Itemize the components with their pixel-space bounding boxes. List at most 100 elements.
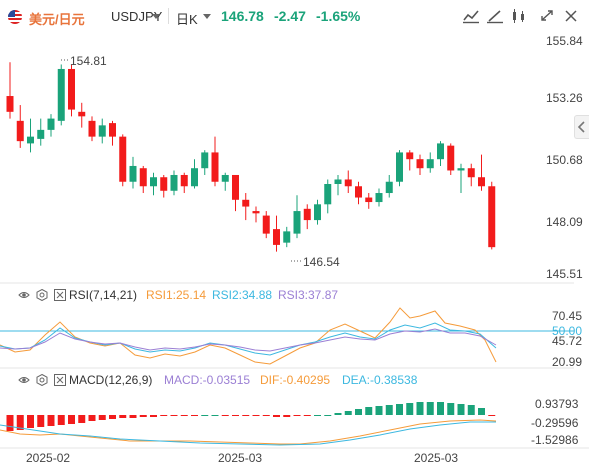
- period-selector[interactable]: 日K: [176, 12, 198, 27]
- candle-body: [57, 68, 65, 121]
- time-axis-label: 2025-03: [414, 451, 458, 465]
- macd-histogram-bar: [88, 415, 96, 421]
- macd-settings-icon[interactable]: [36, 373, 48, 389]
- price-axis-label: 150.68: [546, 153, 583, 167]
- macd-panel: [0, 402, 497, 446]
- macd-histogram-bar: [139, 415, 147, 417]
- macd-value: MACD:-0.03515: [164, 373, 251, 387]
- candle-body: [303, 208, 311, 221]
- macd-visibility-icon[interactable]: [18, 374, 30, 389]
- candles: [6, 62, 496, 252]
- macd-histogram-bar: [37, 415, 45, 427]
- rsi-axis-label: 70.45: [552, 309, 582, 323]
- candle-body: [201, 152, 209, 169]
- candle-body: [478, 177, 485, 187]
- macd-title: MACD(12,26,9): [69, 373, 153, 387]
- high-annotation: 154.81: [70, 54, 107, 68]
- rsi-axis-label: 20.99: [552, 355, 582, 369]
- rsi-settings-icon[interactable]: [36, 288, 48, 304]
- rsi-title: RSI(7,14,21): [69, 288, 138, 302]
- macd-histogram-bar: [385, 405, 393, 415]
- symbol-dropdown-icon[interactable]: [152, 14, 160, 19]
- macd-histogram-bar: [221, 415, 229, 416]
- rsi2-value: RSI2:34.88: [212, 288, 273, 302]
- macd-histogram-bar: [334, 413, 342, 415]
- macd-histogram-bar: [252, 415, 260, 416]
- candle-body: [160, 177, 168, 191]
- rsi1-line: [0, 307, 497, 365]
- candle-body: [129, 165, 137, 182]
- candle-body: [242, 199, 250, 207]
- macd-histogram-bar: [273, 415, 280, 417]
- macd-histogram-bar: [98, 415, 106, 420]
- macd-histogram-bar: [150, 415, 157, 417]
- candle-body: [139, 168, 147, 187]
- macd-histogram-bar: [47, 415, 55, 426]
- macd-histogram-bar: [129, 415, 137, 418]
- macd-histogram-bar: [109, 415, 116, 419]
- expand-panel-button[interactable]: [574, 115, 589, 139]
- candle-body: [426, 159, 434, 169]
- macd-histogram-bar: [211, 415, 219, 416]
- candle-body: [488, 186, 496, 248]
- rsi-visibility-icon[interactable]: [18, 289, 30, 304]
- candle-body: [88, 120, 96, 137]
- candle-body: [6, 96, 14, 112]
- divider: [168, 8, 169, 24]
- candle-body: [232, 174, 239, 200]
- macd-histogram-bar: [365, 407, 373, 415]
- macd-histogram-bar: [355, 409, 362, 415]
- candle-body: [98, 125, 106, 137]
- indicator-icon[interactable]: [462, 8, 480, 24]
- dea-line: [0, 421, 496, 446]
- candle-body: [447, 145, 455, 171]
- candle-body: [191, 168, 198, 187]
- time-axis-label: 2025-03: [218, 451, 262, 465]
- close-icon[interactable]: [562, 8, 580, 24]
- macd-histogram-bar: [16, 415, 24, 430]
- candle-body: [324, 184, 332, 205]
- candle-body: [211, 152, 219, 182]
- candle-body: [109, 123, 116, 137]
- period-dropdown-icon[interactable]: [203, 14, 211, 19]
- macd-axis-label: 0.93793: [535, 397, 579, 411]
- macd-histogram-bar: [396, 404, 403, 415]
- draw-icon[interactable]: [486, 8, 504, 24]
- symbol-name[interactable]: 美元/日元: [29, 12, 85, 27]
- candle-body: [406, 152, 414, 160]
- symbol-code[interactable]: USDJPY: [111, 9, 163, 24]
- last-price: 146.78: [221, 8, 264, 24]
- macd-close-icon[interactable]: [54, 374, 66, 389]
- macd-histogram-bar: [314, 415, 321, 416]
- macd-axis-label: -1.52986: [531, 433, 579, 447]
- candle-body: [273, 229, 280, 245]
- candle-body: [385, 181, 393, 194]
- candle-body: [416, 159, 424, 169]
- candle-body: [334, 179, 342, 185]
- candle-body: [375, 193, 383, 203]
- macd-histogram-bar: [467, 405, 475, 415]
- candle-body: [283, 231, 291, 243]
- macd-histogram-bar: [57, 415, 65, 425]
- macd-histogram-bar: [6, 415, 14, 431]
- macd-histogram-bar: [191, 415, 198, 416]
- macd-histogram-bar: [478, 408, 485, 415]
- rsi-close-icon[interactable]: [54, 289, 66, 304]
- time-axis-label: 2025-02: [26, 451, 70, 465]
- rsi-axis-label: 50.00: [552, 324, 582, 338]
- candle-body: [150, 177, 157, 187]
- candle-body: [344, 179, 352, 187]
- price-change-percent: -1.65%: [316, 8, 361, 24]
- macd-histogram-bar: [283, 415, 291, 417]
- macd-histogram-bar: [27, 415, 34, 428]
- macd-histogram-bar: [232, 415, 239, 416]
- fullscreen-icon[interactable]: [538, 8, 556, 24]
- candle-body: [47, 118, 55, 130]
- macd-histogram-bar: [242, 415, 250, 416]
- compare-icon[interactable]: [510, 8, 528, 24]
- rsi3-value: RSI3:37.87: [278, 288, 339, 302]
- candle-body: [396, 152, 403, 182]
- candle-body: [314, 204, 321, 221]
- macd-histogram-bar: [160, 415, 168, 416]
